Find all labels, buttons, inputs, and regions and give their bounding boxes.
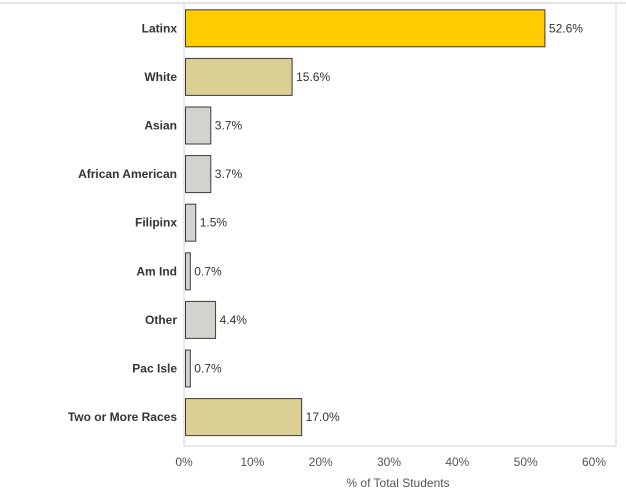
bar[interactable] [185, 349, 191, 388]
x-tick-label: 60% [582, 455, 606, 469]
bar[interactable] [185, 252, 191, 291]
data-label: 3.7% [215, 119, 243, 133]
category-label: Asian [144, 119, 177, 133]
x-tick-label: 20% [309, 455, 333, 469]
x-axis-title: % of Total Students [346, 476, 449, 490]
bar[interactable] [185, 155, 212, 194]
category-label: African American [78, 167, 177, 181]
data-label: 1.5% [200, 216, 228, 230]
category-label: Other [145, 313, 177, 327]
x-ticks-group: 0% 10% 20% 30% 40% 50% 60% [175, 455, 606, 469]
category-label: Two or More Races [68, 410, 177, 424]
data-label: 3.7% [215, 167, 243, 181]
category-label: Filipinx [135, 216, 177, 230]
data-label: 15.6% [296, 70, 330, 84]
category-label: Pac Isle [132, 362, 177, 376]
x-tick-label: 30% [377, 455, 401, 469]
bar[interactable] [185, 57, 293, 96]
bar[interactable] [185, 9, 546, 48]
bar[interactable] [185, 203, 197, 242]
data-label: 0.7% [194, 264, 222, 278]
bar[interactable] [185, 398, 303, 437]
x-tick-label: 10% [240, 455, 264, 469]
x-tick-label: 0% [175, 455, 193, 469]
x-tick-label: 50% [514, 455, 538, 469]
bar[interactable] [185, 300, 217, 339]
category-label: Latinx [142, 21, 178, 35]
data-label: 0.7% [194, 362, 222, 376]
category-label: White [144, 70, 177, 84]
bar[interactable] [185, 106, 212, 145]
data-label: 52.6% [549, 21, 583, 35]
data-label: 17.0% [306, 410, 340, 424]
x-tick-label: 40% [445, 455, 469, 469]
data-label: 4.4% [220, 313, 248, 327]
bars-group: Latinx 52.6% White 15.6% Asian 3.7% African Am… [68, 9, 583, 437]
category-label: Am Ind [136, 264, 177, 278]
